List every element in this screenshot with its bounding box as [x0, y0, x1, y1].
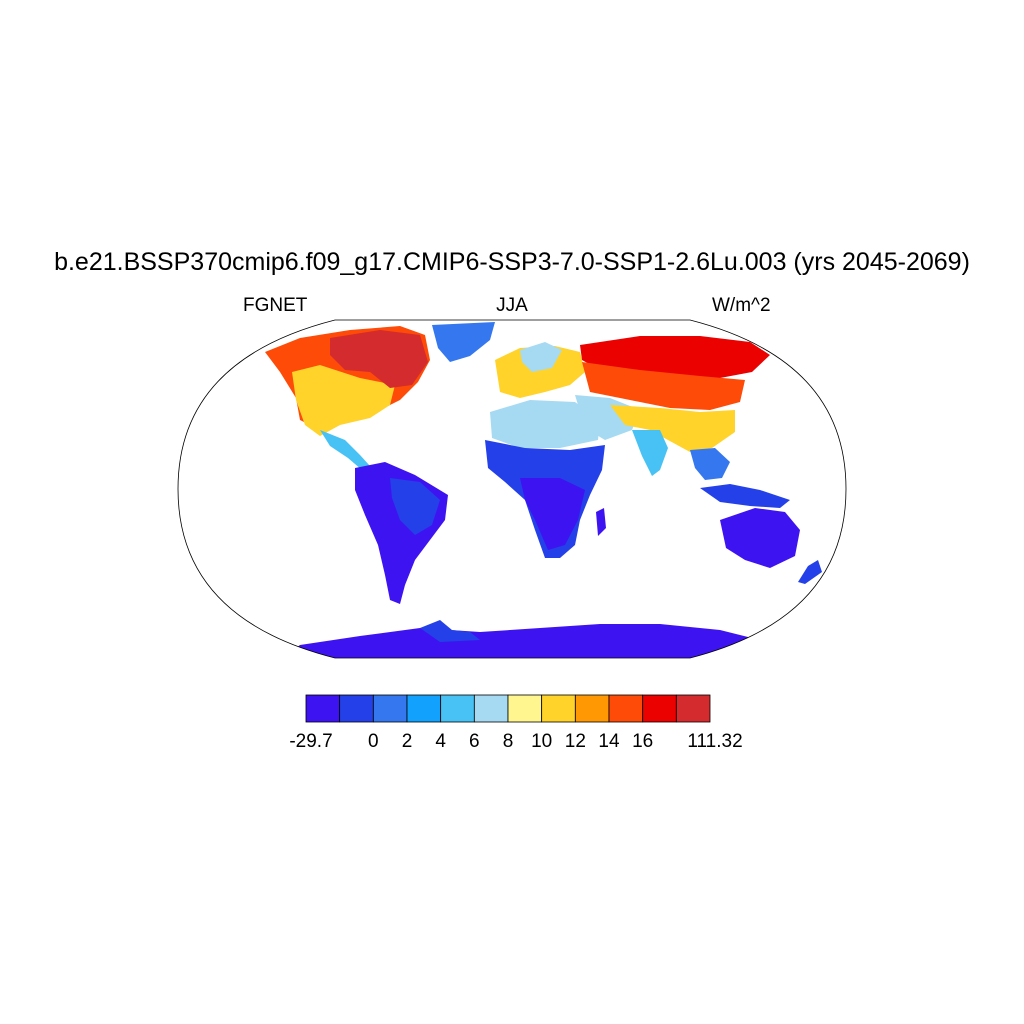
greenland [432, 322, 495, 362]
australia [720, 508, 800, 568]
colorbar-tick-label: 0 [368, 731, 379, 752]
colorbar [305, 694, 711, 723]
central-asia [582, 362, 745, 410]
colorbar-tick-label: 8 [502, 731, 514, 752]
scandinavia [520, 342, 562, 372]
colorbar-swatch [339, 694, 374, 723]
colorbar-swatch [473, 694, 509, 723]
colorbar-tick-label: -29.7 [289, 731, 333, 752]
canada-arctic [330, 330, 428, 388]
units-label: W/m^2 [712, 295, 771, 316]
southeast-asia [690, 448, 730, 480]
africa-center [520, 478, 585, 550]
colorbar-tick-label: 12 [564, 731, 586, 752]
colorbar-swatch [541, 694, 576, 723]
season-label: JJA [496, 295, 528, 316]
africa-north [490, 400, 600, 448]
europe [495, 346, 585, 398]
globe-outline [177, 319, 847, 659]
variable-label: FGNET [243, 295, 308, 316]
colorbar-tick-label: 111.32 [687, 731, 743, 752]
colorbar-tick-label: 14 [598, 731, 620, 752]
colorbar-swatch [574, 694, 610, 723]
south-america-east [390, 478, 440, 535]
plot-title: b.e21.BSSP370cmip6.f09_g17.CMIP6-SSP3-7.… [54, 248, 970, 276]
new-zealand [798, 560, 822, 584]
antarctica-coast [420, 620, 480, 642]
colorbar-swatch [675, 694, 711, 723]
central-america [320, 430, 370, 470]
colorbar-swatch [440, 694, 475, 723]
colorbar-swatch [608, 694, 644, 723]
colorbar-tick-label: 6 [469, 731, 480, 752]
india [632, 430, 668, 476]
colorbar-tick-label: 2 [401, 731, 413, 752]
antarctica [280, 624, 760, 658]
colorbar-swatch [507, 694, 543, 723]
south-asia [610, 405, 735, 452]
colorbar-tick-label: 10 [531, 731, 553, 752]
siberia [580, 336, 770, 378]
north-america-south [292, 365, 395, 436]
colorbar-swatch [305, 694, 341, 723]
colorbar-swatch [406, 694, 442, 723]
colorbar-tick-label: 16 [632, 731, 654, 752]
madagascar [596, 508, 606, 536]
land-field [265, 322, 822, 658]
maritime-continent [700, 484, 790, 508]
colorbar-swatch [372, 694, 408, 723]
colorbar-tick-label: 4 [435, 731, 446, 752]
colorbar-swatch [642, 694, 677, 723]
